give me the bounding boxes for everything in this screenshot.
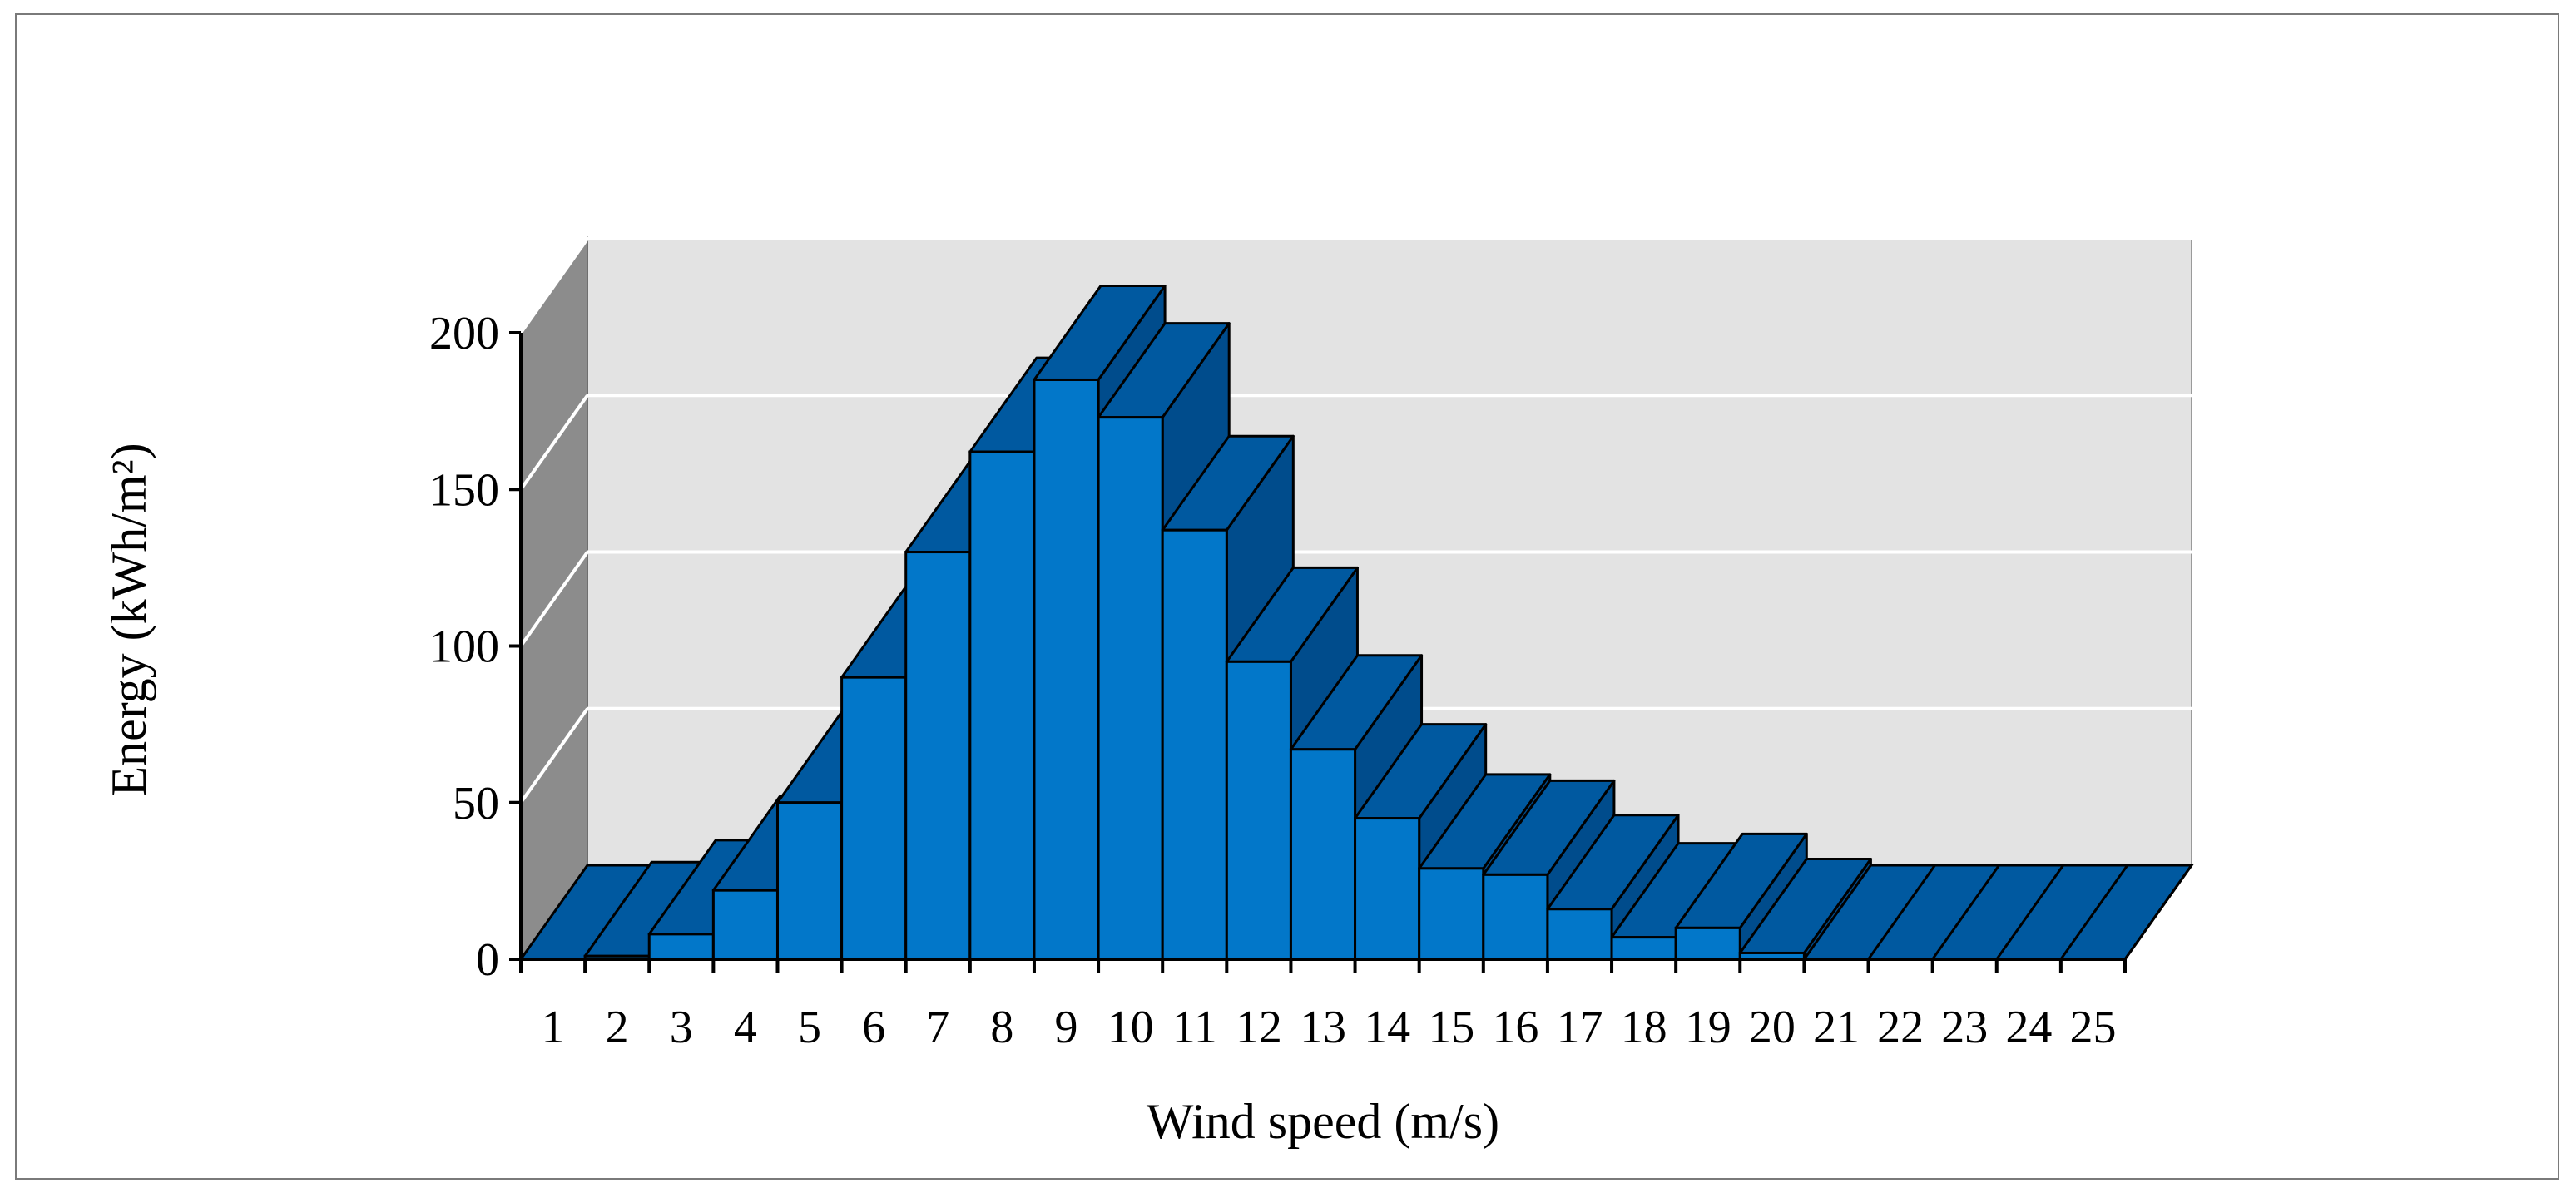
y-tick-labels: 0 50 100 150 200: [429, 308, 499, 986]
x-tick-label: 7: [926, 1002, 949, 1053]
gridline-side: [519, 551, 589, 647]
bar-front-face: [1674, 926, 1741, 961]
x-tick-label: 23: [1941, 1002, 1988, 1053]
bar-front-face: [647, 933, 715, 961]
bar-front-face: [1482, 873, 1549, 961]
x-tick-label: 13: [1300, 1002, 1346, 1053]
gridline-side: [519, 237, 589, 334]
bar-front-face: [1418, 867, 1485, 961]
x-tick-label: 1: [542, 1002, 565, 1053]
x-tick-label: 4: [734, 1002, 757, 1053]
bar-floor-edge: [2059, 864, 2129, 960]
x-tick-label: 8: [990, 1002, 1013, 1053]
gridline-side: [519, 707, 589, 804]
bar-20: [1738, 857, 1872, 961]
x-tick-label: 14: [1364, 1002, 1410, 1053]
bar-front-face: [1097, 416, 1164, 961]
bar-front-face: [904, 551, 972, 961]
x-tick-label: 15: [1428, 1002, 1474, 1053]
bar-floor-edge: [1995, 864, 2064, 960]
x-tick-label: 2: [606, 1002, 629, 1053]
bar-front-face: [1354, 817, 1421, 961]
x-tick-label: 3: [670, 1002, 693, 1053]
x-tick-label: 22: [1877, 1002, 1924, 1053]
x-tick-label: 16: [1492, 1002, 1538, 1053]
bar-front-face: [1610, 936, 1677, 961]
y-tick-label: 50: [453, 778, 499, 829]
bar-front-face: [1033, 378, 1100, 961]
x-tick-label: 18: [1621, 1002, 1667, 1053]
y-tick-label: 100: [429, 621, 499, 673]
bar-floor-edge: [1867, 864, 1936, 960]
x-tick-label: 19: [1685, 1002, 1731, 1053]
bar-front-face: [711, 889, 779, 961]
bar-front-face: [1289, 748, 1357, 961]
bar-series: [583, 284, 2193, 961]
bar-floor-edge: [2123, 864, 2193, 960]
x-tick-label: 25: [2069, 1002, 2116, 1053]
x-axis-title: Wind speed (m/s): [1147, 1094, 1499, 1149]
bar-floor-edge: [1931, 864, 2000, 960]
y-tick-label: 200: [429, 308, 499, 359]
x-tick-label: 24: [2005, 1002, 2052, 1053]
y-axis-title: Energy (kWh/m²): [102, 443, 156, 796]
x-tick-label: 6: [862, 1002, 885, 1053]
x-tick-labels: 1 2 3 4 5 6 7 8 9 10 11 12 13 14 15 16 17 18 19 20 21 22 23 24 2…: [542, 1002, 2117, 1053]
bar-25: [2123, 864, 2193, 960]
x-tick-label: 9: [1055, 1002, 1078, 1053]
gridline-side: [519, 394, 589, 491]
x-tick-label: 5: [798, 1002, 821, 1053]
bar-24: [2059, 864, 2129, 960]
bar-front-face: [1546, 908, 1613, 961]
bar-22: [1931, 864, 2000, 960]
x-tick-label: 21: [1813, 1002, 1860, 1053]
bar-front-face: [1161, 528, 1228, 961]
x-tick-label: 12: [1236, 1002, 1282, 1053]
bar-front-face: [968, 450, 1036, 961]
x-tick-label: 20: [1749, 1002, 1796, 1053]
bar-front-face: [1225, 660, 1292, 961]
x-tick-label: 17: [1556, 1002, 1603, 1053]
y-tick-label: 150: [429, 464, 499, 516]
bar-23: [1995, 864, 2064, 960]
bar-front-face: [775, 801, 844, 961]
axes: [509, 331, 2127, 973]
y-tick-label: 0: [476, 934, 499, 986]
x-tick-label: 11: [1172, 1002, 1217, 1053]
bar-front-face: [840, 676, 908, 961]
bar-21: [1867, 864, 1936, 960]
x-tick-label: 10: [1107, 1002, 1154, 1053]
